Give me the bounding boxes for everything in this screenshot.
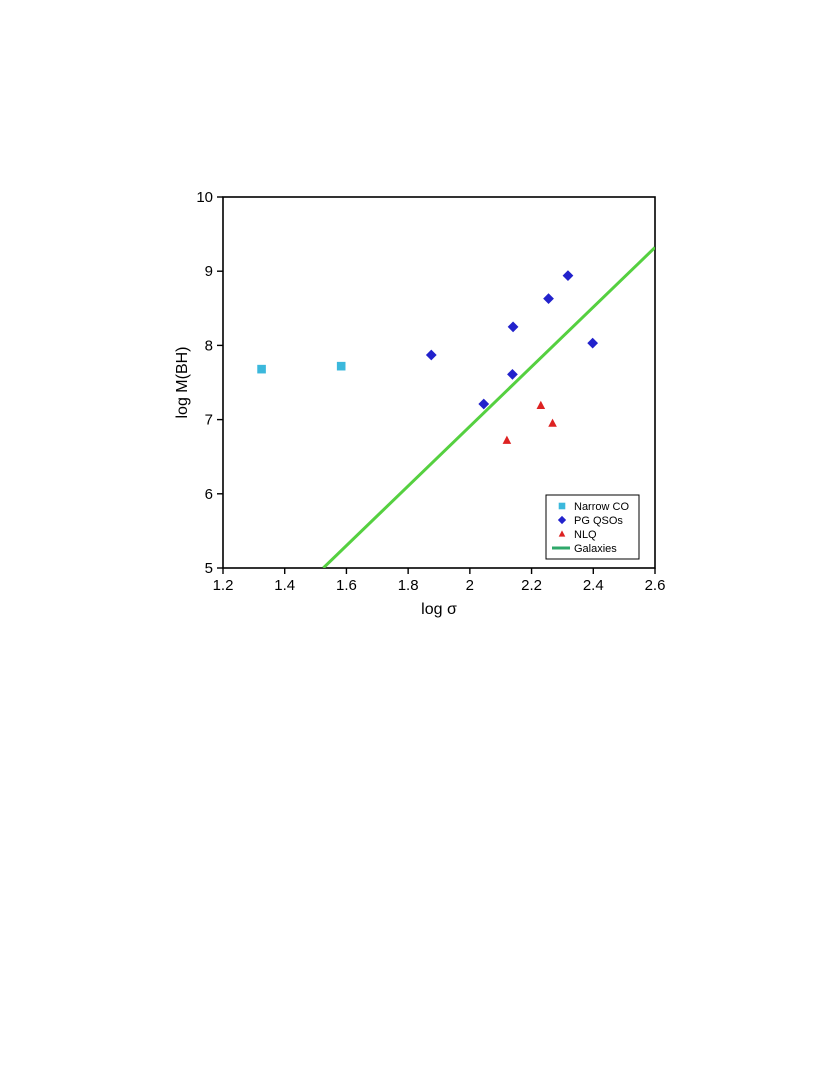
point-nlq bbox=[536, 400, 546, 409]
point-pg-qsos bbox=[478, 398, 490, 410]
series-layer bbox=[257, 246, 655, 568]
legend-swatch-nlq bbox=[558, 530, 566, 537]
legend-label-pg-qsos: PG QSOs bbox=[574, 515, 623, 527]
plot-frame bbox=[222, 196, 656, 569]
series-line-galaxies bbox=[322, 246, 655, 568]
x-tick-label: 1.4 bbox=[274, 577, 295, 594]
y-tick-label: 6 bbox=[205, 486, 213, 503]
point-nlq bbox=[548, 418, 557, 427]
point-pg-qsos bbox=[562, 270, 574, 282]
point-narrow-co bbox=[257, 364, 266, 374]
x-axis-title: log σ bbox=[421, 601, 457, 618]
y-axis-title: log M(BH) bbox=[174, 346, 191, 418]
y-tick-label: 5 bbox=[205, 560, 213, 577]
x-tick-label: 2.2 bbox=[521, 577, 542, 594]
legend-swatch-narrow-co bbox=[558, 502, 566, 510]
point-pg-qsos bbox=[543, 293, 554, 305]
axis-layer: 1.2 1.4 1.6 1.8 2 2.2 2.4 2.6 5 6 7 8 9 10 bbox=[196, 189, 665, 594]
series-clip-group bbox=[257, 246, 655, 568]
x-tick-label: 2 bbox=[466, 577, 474, 594]
point-narrow-co bbox=[336, 361, 346, 371]
x-tick-label: 2.6 bbox=[645, 577, 666, 594]
y-tick-label: 7 bbox=[205, 412, 213, 429]
legend: Narrow CO PG QSOs NLQ Galaxies bbox=[545, 494, 640, 560]
x-tick-label: 1.6 bbox=[336, 577, 357, 594]
point-pg-qsos bbox=[507, 368, 518, 380]
y-tick-label: 9 bbox=[205, 263, 213, 280]
point-pg-qsos bbox=[587, 337, 599, 349]
legend-label-narrow-co: Narrow CO bbox=[574, 501, 629, 513]
legend-label-galaxies: Galaxies bbox=[574, 543, 617, 555]
point-nlq bbox=[502, 435, 512, 444]
x-tick-label: 2.4 bbox=[583, 577, 604, 594]
point-pg-qsos bbox=[507, 321, 519, 333]
plot-border bbox=[222, 196, 656, 569]
y-tick-label: 10 bbox=[196, 189, 213, 206]
point-pg-qsos bbox=[425, 349, 437, 361]
legend-swatch-pg-qsos bbox=[557, 515, 567, 525]
x-tick-label: 1.2 bbox=[213, 577, 234, 594]
legend-label-nlq: NLQ bbox=[574, 529, 597, 541]
y-tick-label: 8 bbox=[205, 337, 213, 354]
x-tick-label: 1.8 bbox=[398, 577, 419, 594]
